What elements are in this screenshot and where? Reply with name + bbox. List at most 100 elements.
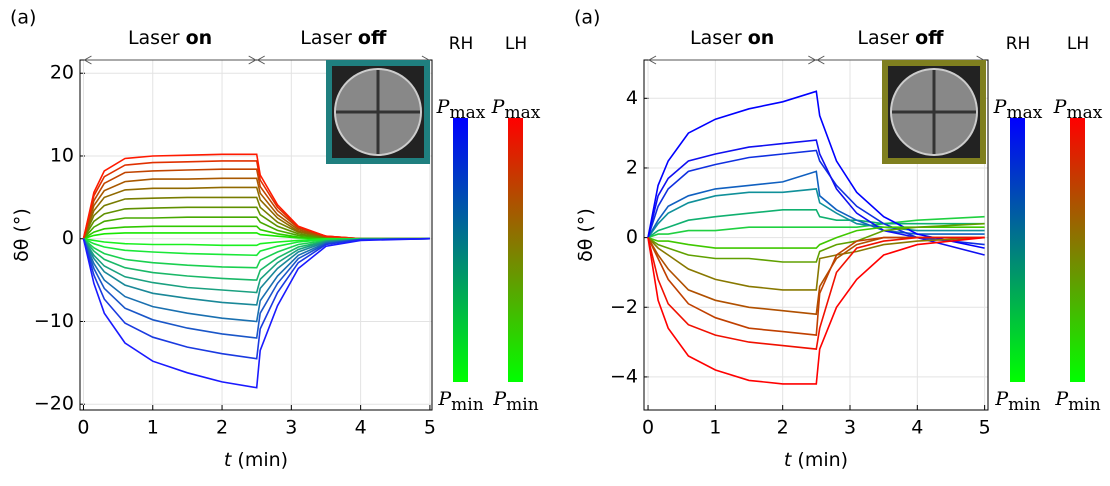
y-tick-label: 4: [626, 87, 638, 109]
p-label: Pmax: [491, 96, 541, 123]
p-label: Pmin: [492, 388, 538, 415]
data-line: [83, 232, 430, 240]
data-line: [82, 216, 430, 240]
y-tick-label: −20: [34, 393, 74, 415]
p-label: Pmin: [437, 388, 483, 415]
y-tick-label: 0: [626, 226, 638, 248]
p-sub: max: [1066, 103, 1102, 123]
p-sub: min: [451, 395, 484, 415]
p-symbol: P: [491, 96, 506, 118]
p-sub: min: [506, 395, 539, 415]
p-symbol: P: [436, 96, 451, 118]
annotation-text: Laser: [690, 27, 742, 49]
data-line: [82, 237, 430, 294]
data-line: [82, 237, 430, 360]
annotation-text: Laser: [857, 27, 909, 49]
p-label: Pmax: [436, 96, 486, 123]
x-tick-label: 3: [844, 417, 856, 439]
y-tick-label: 10: [50, 144, 74, 166]
x-tick-label: 0: [642, 417, 654, 439]
y-tick-label: −10: [34, 310, 74, 332]
x-axis-label: t (min): [784, 449, 848, 471]
data-line: [82, 186, 430, 240]
p-label: Pmin: [1054, 388, 1100, 415]
p-symbol: P: [492, 388, 507, 410]
data-line: [82, 237, 430, 306]
annotation-bold: off: [915, 27, 944, 49]
data-line: [647, 236, 985, 336]
data-line: [82, 237, 430, 323]
y-tick-label: 20: [50, 62, 74, 84]
p-symbol: P: [993, 96, 1008, 118]
x-tick-label: 1: [709, 417, 721, 439]
p-sub: max: [449, 103, 485, 123]
data-line: [647, 209, 985, 239]
annotation: Laser on: [128, 27, 212, 49]
colorbar-label: RH: [1006, 34, 1031, 54]
p-symbol: P: [1053, 96, 1068, 118]
colorbar-label: LH: [505, 34, 527, 54]
data-line: [82, 237, 430, 339]
data-line: [83, 237, 430, 247]
data-line: [647, 149, 985, 246]
data-line: [647, 236, 985, 316]
x-tick-label: 4: [911, 417, 923, 439]
x-tick-label: 1: [147, 417, 159, 439]
x-tick-label: 2: [216, 417, 228, 439]
panel-label: (a): [10, 7, 36, 29]
x-tick-label: 5: [979, 417, 991, 439]
x-tick-label: 5: [424, 417, 436, 439]
x-label-unit: (min): [797, 449, 848, 471]
x-tick-label: 0: [77, 417, 89, 439]
inset-cross: [892, 70, 976, 154]
data-line: [647, 236, 985, 350]
x-tick-label: 4: [355, 417, 367, 439]
data-line: [647, 90, 985, 249]
arrow-head: [648, 55, 817, 65]
data-line: [82, 237, 430, 269]
colorbar-label: LH: [1067, 34, 1089, 54]
x-label-var: t: [784, 449, 793, 471]
data-line: [83, 237, 430, 257]
y-tick-label: −4: [610, 365, 638, 387]
y-axis-label: δθ (°): [11, 208, 33, 262]
p-symbol: P: [994, 388, 1009, 410]
annotation: Laser on: [690, 27, 774, 49]
data-line: [647, 170, 985, 239]
colorbar: [1070, 118, 1085, 382]
y-axis-label: δθ (°): [575, 208, 597, 262]
annotation: Laser off: [300, 27, 387, 49]
x-label-unit: (min): [237, 449, 288, 471]
colorbar: [508, 118, 523, 382]
data-line: [647, 236, 985, 291]
p-label: Pmin: [994, 388, 1040, 415]
x-tick-label: 3: [285, 417, 297, 439]
y-tick-label: 2: [626, 156, 638, 178]
p-sub: max: [504, 103, 540, 123]
colorbar: [453, 118, 468, 382]
arrow-head: [83, 55, 257, 65]
data-line: [647, 188, 985, 239]
annotation-text: Laser: [128, 27, 180, 49]
annotation-bold: on: [186, 27, 213, 49]
data-line: [647, 215, 985, 239]
data-line: [82, 153, 430, 240]
data-line: [82, 206, 430, 240]
y-tick-label: 0: [62, 227, 74, 249]
x-tick-label: 2: [777, 417, 789, 439]
p-sub: min: [1008, 395, 1041, 415]
p-symbol: P: [1054, 388, 1069, 410]
p-label: Pmax: [993, 96, 1043, 123]
annotation: Laser off: [857, 27, 944, 49]
data-line: [82, 177, 430, 240]
colorbar-label: RH: [449, 34, 474, 54]
x-axis-label: t (min): [224, 449, 288, 471]
annotation-text: Laser: [300, 27, 352, 49]
panel-label: (a): [574, 7, 600, 29]
p-symbol: P: [437, 388, 452, 410]
data-line: [82, 237, 430, 389]
p-sub: max: [1006, 103, 1042, 123]
inset-cross: [336, 70, 420, 154]
